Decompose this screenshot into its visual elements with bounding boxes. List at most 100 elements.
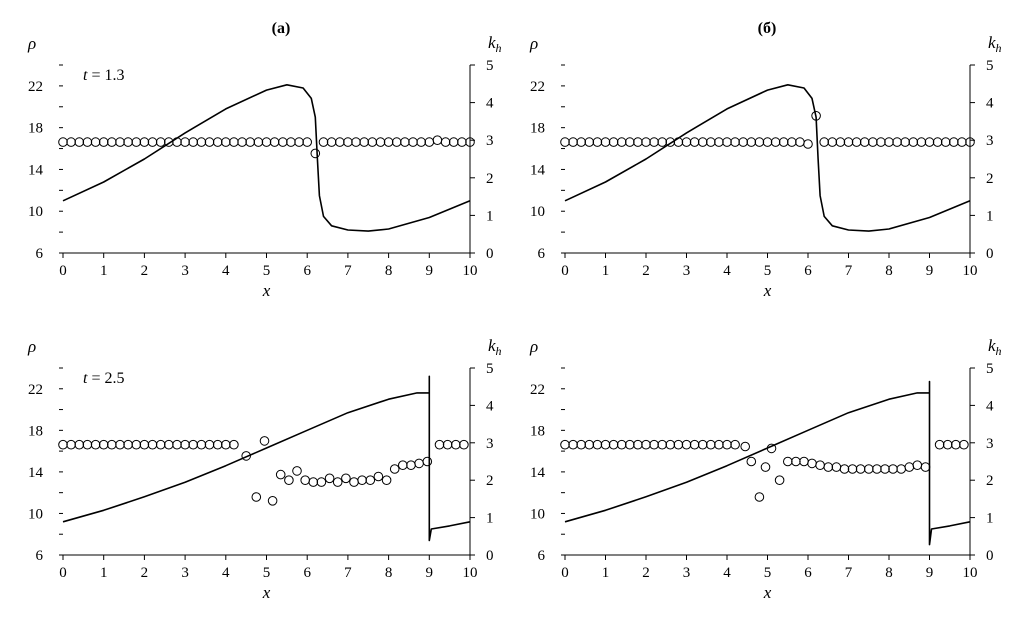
kh-point bbox=[560, 439, 570, 450]
kh-point bbox=[442, 439, 453, 450]
kh-point bbox=[730, 137, 740, 147]
x-tick-label: 5 bbox=[263, 263, 271, 279]
x-tick-label: 5 bbox=[764, 263, 772, 279]
kh-point bbox=[766, 443, 777, 454]
kh-point bbox=[131, 137, 142, 147]
kh-point bbox=[294, 137, 304, 147]
y-tick-label: 6 bbox=[36, 246, 44, 262]
kh-point bbox=[66, 137, 76, 147]
y-tick-label: 10 bbox=[530, 204, 545, 220]
y2-tick-label: 2 bbox=[986, 473, 994, 489]
kh-point bbox=[884, 137, 894, 147]
y2-tick-label: 1 bbox=[986, 208, 994, 224]
kh-point bbox=[900, 137, 911, 147]
x-tick-label: 3 bbox=[181, 565, 189, 581]
kh-point bbox=[245, 137, 255, 147]
y-axis-title: ρ bbox=[27, 34, 36, 53]
y-tick-label: 18 bbox=[530, 121, 545, 137]
y2-tick-label: 3 bbox=[986, 436, 994, 452]
kh-point bbox=[827, 137, 838, 147]
x-tick-label: 7 bbox=[845, 263, 853, 279]
kh-point bbox=[924, 137, 935, 147]
kh-point bbox=[600, 137, 611, 147]
kh-point bbox=[689, 137, 700, 147]
kh-point bbox=[107, 439, 117, 450]
x-tick-label: 4 bbox=[222, 263, 230, 279]
x-tick-label: 3 bbox=[683, 565, 691, 581]
y-tick-label: 18 bbox=[28, 121, 43, 137]
x-tick-label: 0 bbox=[59, 263, 67, 279]
kh-point bbox=[608, 137, 619, 147]
x-tick-label: 6 bbox=[804, 263, 812, 279]
kh-point bbox=[959, 439, 969, 450]
kh-point bbox=[318, 137, 329, 147]
y2-tick-label: 0 bbox=[486, 246, 494, 262]
y2-tick-label: 5 bbox=[986, 58, 994, 74]
x-tick-label: 3 bbox=[683, 263, 691, 279]
kh-point bbox=[762, 137, 773, 147]
kh-point bbox=[422, 456, 433, 467]
kh-point bbox=[706, 137, 716, 147]
x-tick-label: 1 bbox=[602, 565, 610, 581]
chart-panel-b-top: 0 1 2 3 4 5 6 7 8 9 10 6 10 14 18 22 0 1 2 3 4 5 ρ kh x bbox=[529, 33, 1002, 300]
kh-point bbox=[633, 439, 643, 450]
x-tick-label: 9 bbox=[426, 263, 434, 279]
kh-point bbox=[98, 439, 109, 450]
kh-point bbox=[123, 439, 133, 450]
kh-point bbox=[267, 496, 278, 506]
kh-point bbox=[888, 464, 898, 474]
kh-point bbox=[172, 439, 182, 450]
kh-point bbox=[600, 439, 611, 450]
kh-point bbox=[657, 137, 668, 147]
kh-point bbox=[424, 137, 435, 147]
y2-tick-label: 3 bbox=[486, 133, 494, 149]
kh-point bbox=[308, 477, 319, 487]
kh-point bbox=[326, 137, 337, 147]
time-label-var: t bbox=[83, 370, 88, 387]
kh-point bbox=[560, 137, 570, 147]
density-line bbox=[564, 380, 971, 546]
y-tick-label: 6 bbox=[538, 548, 546, 564]
kh-point bbox=[608, 439, 619, 450]
kh-point bbox=[649, 439, 659, 450]
y2-tick-label: 1 bbox=[986, 511, 994, 527]
kh-point bbox=[90, 439, 101, 450]
kh-point bbox=[357, 475, 367, 486]
time-label-value: = 2.5 bbox=[87, 370, 124, 387]
x-tick-label: 2 bbox=[141, 263, 149, 279]
kh-point bbox=[633, 137, 643, 147]
time-label-value: = 1.3 bbox=[87, 67, 124, 84]
y2-axis-title-sub: h bbox=[496, 344, 502, 358]
kh-point bbox=[107, 137, 117, 147]
kh-point bbox=[74, 137, 85, 147]
kh-point bbox=[155, 137, 166, 147]
kh-point bbox=[131, 439, 142, 450]
panel-label-b: (б) bbox=[758, 20, 777, 37]
kh-point bbox=[774, 475, 785, 486]
kh-point bbox=[754, 137, 765, 147]
kh-point bbox=[343, 137, 353, 147]
y2-tick-label: 2 bbox=[486, 473, 494, 489]
kh-point bbox=[286, 137, 296, 147]
kh-point bbox=[58, 439, 68, 450]
kh-point bbox=[196, 137, 207, 147]
y2-tick-label: 4 bbox=[986, 96, 994, 112]
kh-point bbox=[904, 462, 915, 472]
kh-point bbox=[584, 137, 595, 147]
kh-point bbox=[949, 137, 959, 147]
x-tick-label: 0 bbox=[561, 565, 569, 581]
x-tick-label: 6 bbox=[303, 263, 311, 279]
chart-panel-b-bottom: 0 1 2 3 4 5 6 7 8 9 10 6 10 14 18 22 0 1 2 3 4 5 ρ kh x bbox=[529, 336, 1002, 602]
kh-point bbox=[400, 137, 410, 147]
kh-point bbox=[98, 137, 109, 147]
x-tick-label: 9 bbox=[926, 263, 934, 279]
kh-point bbox=[819, 137, 830, 147]
kh-point bbox=[448, 137, 459, 147]
time-label: t = 1.3 bbox=[83, 67, 124, 84]
x-tick-label: 4 bbox=[222, 565, 230, 581]
x-tick-label: 7 bbox=[344, 263, 352, 279]
kh-point bbox=[269, 137, 280, 147]
kh-point bbox=[576, 439, 587, 450]
kh-point bbox=[349, 477, 359, 487]
kh-point bbox=[592, 439, 603, 450]
